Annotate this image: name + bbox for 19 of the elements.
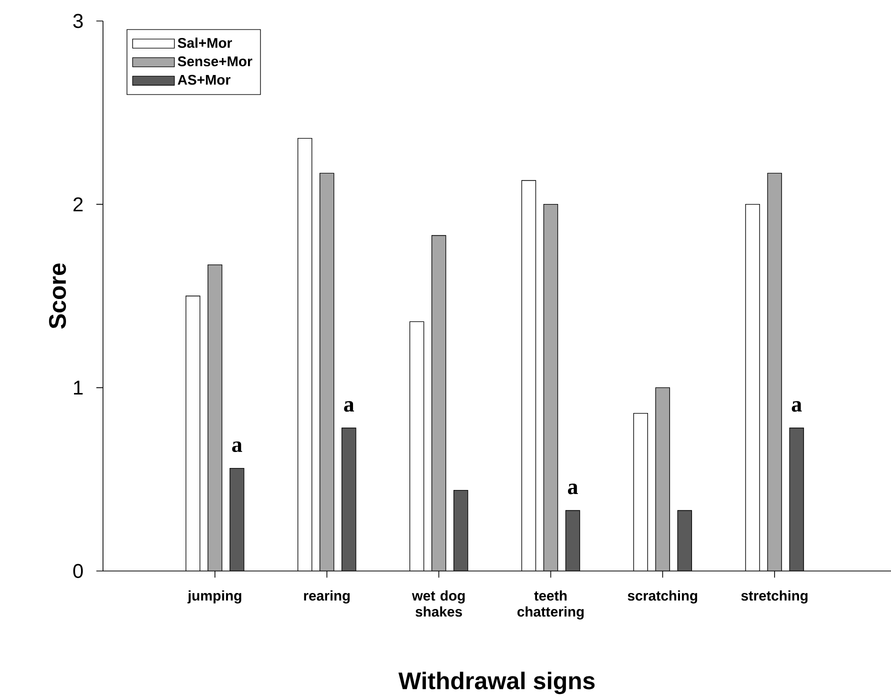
data-label: a xyxy=(568,484,578,494)
y-tick-label: 3 xyxy=(73,14,83,28)
data-label: a xyxy=(344,401,354,412)
x-axis-title: Withdrawal signs xyxy=(398,672,595,694)
data-label: a xyxy=(232,442,242,452)
x-tick-label: rearing xyxy=(304,590,350,604)
y-tick-label: 2 xyxy=(74,197,83,212)
x-tick-label: teeth chattering xyxy=(517,590,584,620)
y-tick-label: 0 xyxy=(73,564,83,578)
legend-label: Sense+Mor xyxy=(178,56,252,66)
legend-label: Sal+Mor xyxy=(178,38,232,48)
legend-label: AS+Mor xyxy=(178,74,230,85)
y-axis-title: Score xyxy=(49,263,66,329)
data-label: a xyxy=(792,401,802,412)
x-tick-label: jumping xyxy=(188,590,242,604)
x-tick-label: scratching xyxy=(628,590,698,604)
y-tick-label: 1 xyxy=(74,380,83,395)
x-tick-label: stretching xyxy=(741,590,808,604)
x-tick-label: wet dog shakes xyxy=(412,590,465,617)
